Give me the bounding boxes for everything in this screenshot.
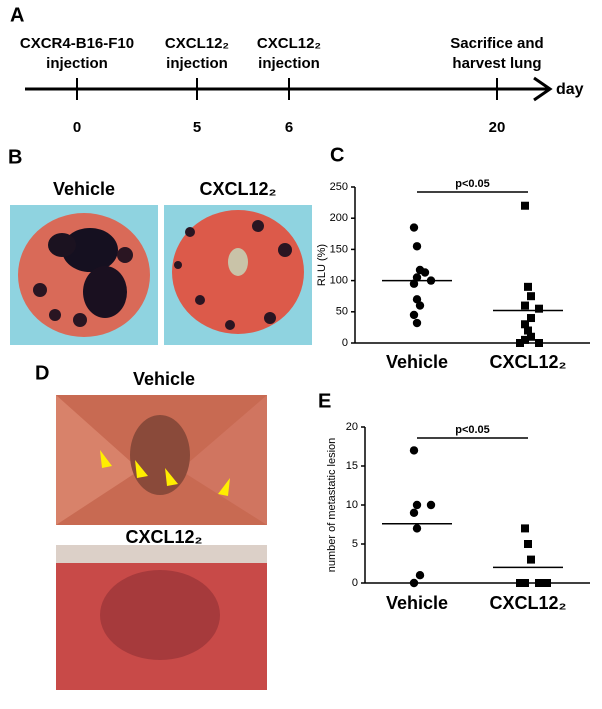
data-point bbox=[409, 446, 419, 455]
data-point bbox=[524, 540, 532, 548]
event-day: 6 bbox=[285, 119, 293, 136]
data-point bbox=[521, 579, 529, 587]
data-point bbox=[516, 579, 524, 587]
event-label: CXCR4-B16-F10 bbox=[20, 35, 134, 52]
data-point bbox=[521, 524, 529, 533]
x-tick-label: Vehicle bbox=[386, 593, 448, 613]
photo-label: CXCL12₂ bbox=[199, 179, 276, 199]
y-axis-label: RLU (%) bbox=[316, 244, 328, 286]
y-tick-label: 0 bbox=[352, 577, 358, 589]
data-point bbox=[521, 301, 529, 310]
y-axis-label: number of metastatic lesion bbox=[326, 438, 338, 573]
annotation: p<0.05 bbox=[455, 178, 490, 190]
annotation: p<0.05 bbox=[455, 424, 490, 436]
photo-chest-cxcl12 bbox=[56, 545, 267, 690]
data-point bbox=[527, 292, 535, 301]
data-point bbox=[521, 201, 529, 210]
timeline-arrow bbox=[533, 76, 553, 102]
photo-label: Vehicle bbox=[133, 369, 195, 389]
event-label: harvest lung bbox=[452, 55, 541, 72]
x-tick-label: CXCL12₂ bbox=[489, 352, 566, 372]
panel-label: C bbox=[330, 144, 344, 166]
data-point bbox=[409, 508, 419, 517]
data-point bbox=[412, 500, 422, 510]
data-point bbox=[521, 320, 529, 329]
panel-label: A bbox=[10, 4, 24, 26]
y-tick-label: 15 bbox=[346, 460, 358, 472]
data-point bbox=[412, 273, 422, 282]
photo-lung-vehicle bbox=[10, 205, 158, 345]
data-point bbox=[527, 555, 535, 564]
panel-label: D bbox=[35, 362, 49, 384]
data-point bbox=[524, 282, 532, 291]
y-tick-label: 100 bbox=[330, 275, 348, 287]
data-point bbox=[409, 223, 419, 232]
data-point bbox=[524, 326, 532, 335]
data-point bbox=[543, 579, 551, 587]
event-label: CXCL12₂ bbox=[165, 35, 229, 52]
data-point bbox=[535, 579, 543, 587]
data-point bbox=[415, 571, 425, 580]
x-tick-label: Vehicle bbox=[386, 352, 448, 372]
y-tick-label: 200 bbox=[330, 212, 348, 224]
data-point bbox=[426, 500, 436, 510]
event-label: CXCL12₂ bbox=[257, 35, 321, 52]
event-day: 0 bbox=[73, 119, 81, 136]
y-tick-label: 0 bbox=[342, 337, 348, 349]
data-point bbox=[535, 339, 543, 347]
event-label: injection bbox=[46, 55, 108, 72]
data-point bbox=[415, 301, 425, 310]
y-tick-label: 150 bbox=[330, 243, 348, 255]
y-tick-label: 50 bbox=[336, 306, 348, 318]
event-label: Sacrifice and bbox=[450, 35, 543, 52]
y-tick-label: 250 bbox=[330, 181, 348, 193]
photo-label: CXCL12₂ bbox=[125, 527, 202, 547]
data-point bbox=[521, 335, 529, 344]
photo-lung-cxcl12 bbox=[164, 205, 312, 345]
x-tick-label: CXCL12₂ bbox=[489, 593, 566, 613]
data-point bbox=[412, 524, 422, 533]
data-point bbox=[527, 314, 535, 323]
event-label: injection bbox=[258, 55, 320, 72]
timeline-unit: day bbox=[556, 81, 584, 98]
photo-label: Vehicle bbox=[53, 179, 115, 199]
event-label: injection bbox=[166, 55, 228, 72]
event-day: 20 bbox=[489, 119, 506, 136]
data-point bbox=[516, 339, 524, 347]
panel-label: B bbox=[8, 146, 22, 168]
y-tick-label: 10 bbox=[346, 499, 358, 511]
data-point bbox=[426, 276, 436, 285]
data-point bbox=[527, 332, 535, 341]
data-point bbox=[409, 279, 419, 288]
timeline-events: CXCR4-B16-F10 injection 0 CXCL12₂ injection 5… bbox=[20, 35, 544, 136]
event-day: 5 bbox=[193, 119, 201, 136]
data-point bbox=[412, 295, 422, 304]
data-point bbox=[412, 242, 422, 251]
data-point bbox=[420, 268, 430, 277]
photo-chest-vehicle bbox=[56, 395, 267, 525]
panel-label: E bbox=[318, 390, 331, 412]
y-tick-label: 20 bbox=[346, 421, 358, 433]
data-point bbox=[535, 304, 543, 313]
data-point bbox=[412, 318, 422, 328]
y-tick-label: 5 bbox=[352, 538, 358, 550]
data-point bbox=[409, 578, 419, 588]
data-point bbox=[409, 310, 419, 320]
